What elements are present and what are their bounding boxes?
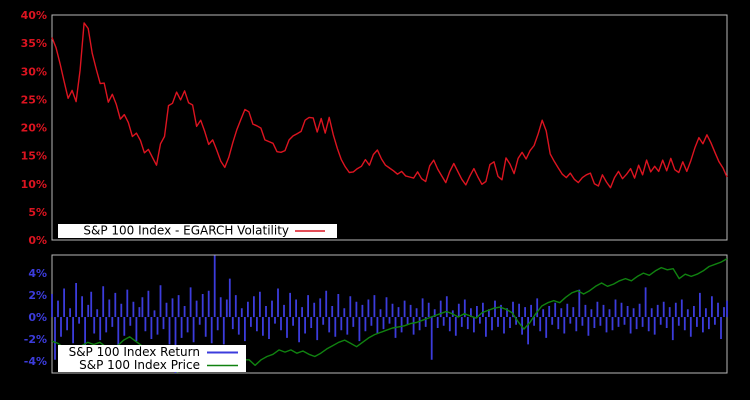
price-legend-label: S&P 100 Index Price [79,358,200,372]
return-price-legend-box [58,345,246,372]
volatility-legend-box [58,224,337,238]
ytick-label: 35% [21,37,47,50]
ytick-label: 0% [28,311,47,324]
volatility-legend-label: S&P 100 Index - EGARCH Volatility [83,224,289,238]
volatility-line [51,22,728,189]
ytick-label: 4% [28,267,47,280]
ytick-label: -2% [24,333,47,346]
volatility-legend: S&P 100 Index - EGARCH Volatility [58,224,337,238]
ytick-label: 10% [21,178,47,191]
ytick-label: 30% [21,65,47,78]
ytick-label: 15% [21,150,47,163]
ytick-label: 0% [28,234,47,247]
return-legend-label: S&P 100 Index Return [69,345,200,359]
volatility-yaxis-ticks: 0% 5% 10% 15% 20% 25% 30% 35% 40% [21,9,47,247]
ytick-label: 40% [21,9,47,22]
volatility-panel-frame [51,14,728,241]
return-yaxis-ticks: 4% 2% 0% -2% -4% [24,267,47,368]
volatility-plot-area [51,22,728,189]
ytick-label: 25% [21,93,47,106]
ytick-label: -4% [24,355,47,368]
ytick-label: 5% [28,206,47,219]
ytick-label: 2% [28,289,47,302]
return-price-legend: S&P 100 Index Return S&P 100 Index Price [58,345,246,372]
ytick-label: 20% [21,122,47,135]
